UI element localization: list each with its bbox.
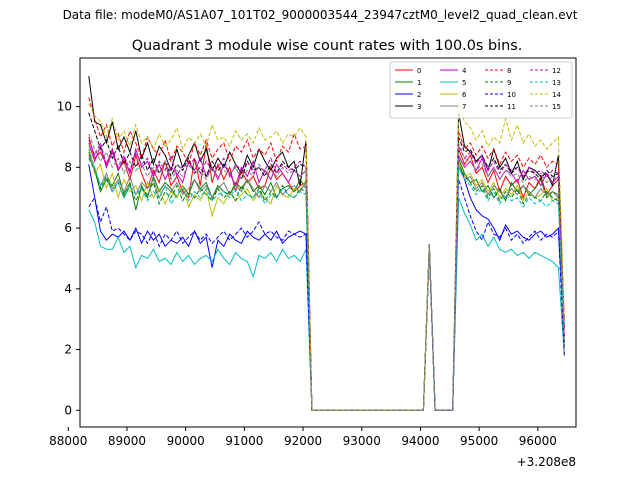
legend-label: 4	[462, 67, 467, 75]
x-tick-label: 89000	[108, 434, 146, 448]
legend-label: 2	[417, 91, 421, 99]
legend-label: 11	[507, 103, 516, 111]
legend-label: 9	[507, 79, 511, 87]
x-tick-label: 96000	[519, 434, 557, 448]
series-line-2	[88, 161, 565, 411]
legend-label: 12	[552, 67, 561, 75]
chart-title: Quadrant 3 module wise count rates with …	[132, 38, 523, 54]
x-axis: 88000 89000 90000 91000 92000 93000 94000 95000…	[49, 427, 557, 448]
plot-area	[88, 76, 565, 411]
x-tick-label: 91000	[225, 434, 263, 448]
x-tick-label: 94000	[401, 434, 439, 448]
y-tick-label: 8	[64, 160, 72, 174]
y-tick-label: 4	[64, 282, 72, 296]
series-line-3	[88, 76, 565, 411]
y-axis: 0 2 4 6 8 10	[57, 100, 80, 417]
axes-frame	[79, 57, 577, 428]
legend-label: 6	[462, 91, 467, 99]
series-line-5	[88, 197, 565, 411]
legend-label: 8	[507, 67, 511, 75]
x-tick-label: 92000	[284, 434, 322, 448]
series-line-0	[88, 136, 565, 411]
x-tick-label: 88000	[49, 434, 87, 448]
series-line-13	[88, 148, 565, 411]
legend-label: 10	[507, 91, 516, 99]
series-line-15	[88, 133, 565, 411]
x-tick-label: 90000	[167, 434, 205, 448]
legend-label: 1	[417, 79, 421, 87]
series-line-12	[88, 139, 565, 411]
y-tick-label: 0	[64, 403, 72, 417]
series-line-8	[88, 97, 565, 411]
legend-label: 15	[552, 103, 561, 111]
legend-frame	[389, 61, 573, 119]
legend-label: 3	[417, 103, 421, 111]
y-tick-label: 2	[64, 343, 72, 357]
y-tick-label: 10	[57, 100, 72, 114]
legend-label: 5	[462, 79, 466, 87]
y-tick-label: 6	[64, 221, 72, 235]
series-line-6	[88, 145, 565, 411]
x-offset-label: +3.208e8	[517, 455, 576, 469]
legend-label: 14	[552, 91, 561, 99]
x-tick-label: 93000	[343, 434, 381, 448]
series-line-10	[88, 179, 565, 411]
figure-suptitle: Data file: modeM0/AS1A07_101T02_90000035…	[63, 8, 578, 22]
legend-label: 13	[552, 79, 561, 87]
legend-label: 7	[462, 103, 466, 111]
legend-label: 0	[417, 67, 421, 75]
x-tick-label: 95000	[460, 434, 498, 448]
